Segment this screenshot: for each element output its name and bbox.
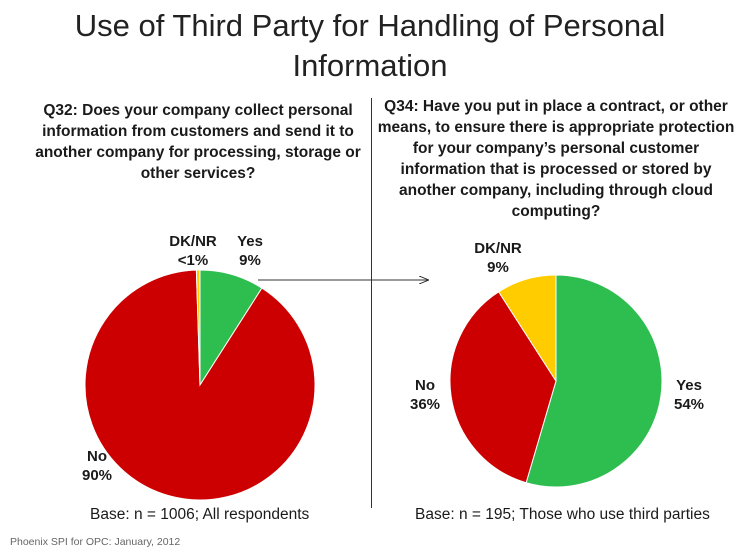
base-note-q34: Base: n = 195; Those who use third parti… xyxy=(415,506,710,523)
pie2-slice-no xyxy=(449,291,557,484)
pie1-slice-no xyxy=(84,269,316,501)
pie2-slice-dk-nr xyxy=(497,274,557,383)
q34-text: Have you put in place a contract, or oth… xyxy=(377,98,735,220)
pie2-yes-value: 54% xyxy=(673,396,705,413)
pie1-label-no: No 90% xyxy=(72,447,122,485)
pie1-label-yes: Yes 9% xyxy=(225,232,275,270)
q32-id: Q32: xyxy=(43,102,78,119)
divider-line xyxy=(371,98,372,508)
pie2-yes-name: Yes xyxy=(676,377,702,394)
pie2-label-yes: Yes 54% xyxy=(664,376,714,414)
pie1-no-name: No xyxy=(87,448,107,465)
question-q32: Q32: Does your company collect personal … xyxy=(28,100,368,184)
pie1-dknr-value: <1% xyxy=(177,252,209,269)
page-title: Use of Third Party for Handling of Perso… xyxy=(74,8,666,83)
pie1-dknr-name: DK/NR xyxy=(169,233,217,250)
question-q34: Q34: Have you put in place a contract, o… xyxy=(372,96,740,222)
pie1-yes-name: Yes xyxy=(237,233,263,250)
pie1-label-dknr: DK/NR <1% xyxy=(158,232,228,270)
pie2-label-no: No 36% xyxy=(400,376,450,414)
q32-text: Does your company collect personal infor… xyxy=(35,102,361,182)
pie2-no-value: 36% xyxy=(409,396,441,413)
pie1-no-value: 90% xyxy=(81,467,113,484)
pie-chart-q32 xyxy=(84,269,316,501)
pie2-no-name: No xyxy=(415,377,435,394)
pie2-dknr-value: 9% xyxy=(487,259,509,276)
pie-chart-q34 xyxy=(449,274,663,488)
q34-id: Q34: xyxy=(384,98,419,115)
pie2-slice-yes xyxy=(525,274,663,488)
pie1-yes-value: 9% xyxy=(239,252,261,269)
base-note-q32: Base: n = 1006; All respondents xyxy=(90,506,310,523)
pie2-dknr-name: DK/NR xyxy=(474,240,522,257)
pie1-slice-dk-nr xyxy=(195,269,201,386)
source-footer: Phoenix SPI for OPC: January, 2012 xyxy=(10,536,181,548)
pie2-label-dknr: DK/NR 9% xyxy=(463,239,533,277)
